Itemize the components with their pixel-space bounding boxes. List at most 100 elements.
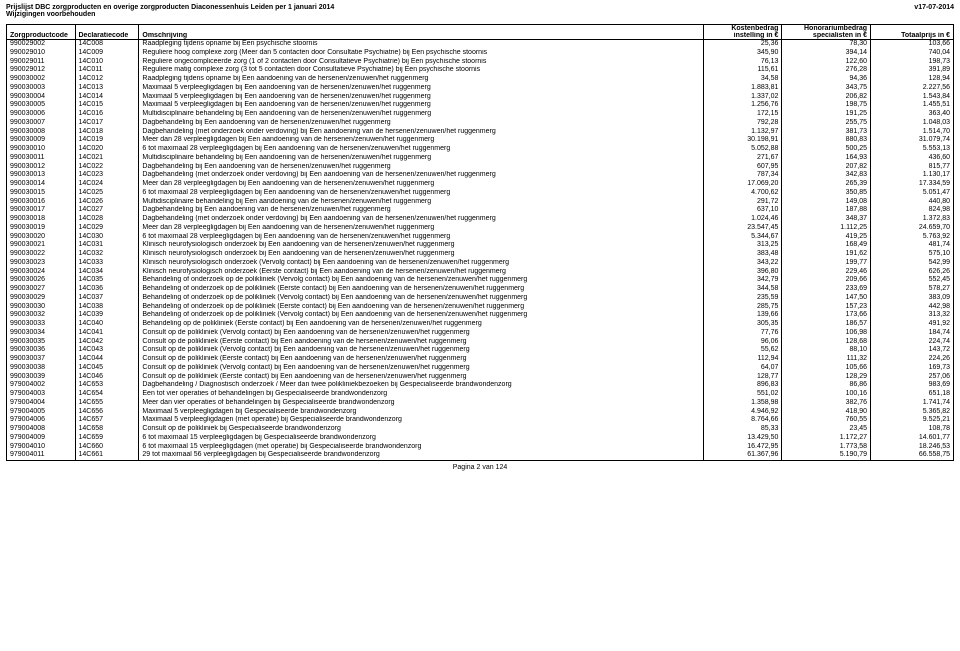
cell-totaalprijs: 1.741,74 — [871, 399, 953, 408]
cell-omschrijving: Maximaal 5 verpleegligdagen bij Gespecia… — [139, 408, 704, 417]
cell-declaratiecode: 14C658 — [75, 425, 139, 434]
cell-omschrijving: Multidisciplinaire behandeling bij Een a… — [139, 110, 704, 119]
cell-zorgproductcode: 990030027 — [7, 285, 75, 294]
cell-kostenbedrag: 16.472,95 — [704, 443, 782, 452]
table-row: 99003002914C037Behandeling of onderzoek … — [7, 294, 953, 303]
cell-zorgproductcode: 979004004 — [7, 399, 75, 408]
table-row: 97900400414C655Meer dan vier operaties o… — [7, 399, 953, 408]
cell-honorariumbedrag: 382,76 — [782, 399, 871, 408]
cell-declaratiecode: 14C659 — [75, 434, 139, 443]
cell-honorariumbedrag: 187,88 — [782, 206, 871, 215]
cell-declaratiecode: 14C025 — [75, 189, 139, 198]
cell-totaalprijs: 1.130,17 — [871, 171, 953, 180]
cell-omschrijving: Raadpleging tijdens opname bij Een aando… — [139, 75, 704, 84]
cell-omschrijving: Consult op de polikliniek (Vervolg conta… — [139, 346, 704, 355]
cell-omschrijving: 6 tot maximaal 28 verpleegligdagen bij E… — [139, 189, 704, 198]
cell-omschrijving: Raadpleging tijdens opname bij Een psych… — [139, 40, 704, 49]
cell-declaratiecode: 14C026 — [75, 198, 139, 207]
cell-zorgproductcode: 990030022 — [7, 250, 75, 259]
cell-honorariumbedrag: 199,77 — [782, 259, 871, 268]
cell-omschrijving: Maximaal 5 verpleegligdagen (met operati… — [139, 416, 704, 425]
cell-declaratiecode: 14C017 — [75, 119, 139, 128]
cell-declaratiecode: 14C035 — [75, 276, 139, 285]
cell-honorariumbedrag: 191,25 — [782, 110, 871, 119]
table-row: 97900400914C6596 tot maximaal 15 verplee… — [7, 434, 953, 443]
table-row: 99003001814C028Dagbehandeling (met onder… — [7, 215, 953, 224]
cell-honorariumbedrag: 209,66 — [782, 276, 871, 285]
cell-kostenbedrag: 792,28 — [704, 119, 782, 128]
cell-honorariumbedrag: 880,83 — [782, 136, 871, 145]
cell-totaalprijs: 313,32 — [871, 311, 953, 320]
cell-totaalprijs: 31.079,74 — [871, 136, 953, 145]
cell-zorgproductcode: 990030032 — [7, 311, 75, 320]
cell-omschrijving: 29 tot maximaal 56 verpleegligdagen bij … — [139, 451, 704, 460]
cell-kostenbedrag: 313,25 — [704, 241, 782, 250]
cell-honorariumbedrag: 5.190,79 — [782, 451, 871, 460]
cell-omschrijving: Dagbehandeling / Diagnostisch onderzoek … — [139, 381, 704, 390]
cell-kostenbedrag: 787,34 — [704, 171, 782, 180]
cell-zorgproductcode: 990029012 — [7, 66, 75, 75]
cell-honorariumbedrag: 760,55 — [782, 416, 871, 425]
col1-h2: Zorgproductcode — [7, 32, 75, 40]
cell-honorariumbedrag: 233,69 — [782, 285, 871, 294]
cell-kostenbedrag: 344,58 — [704, 285, 782, 294]
cell-totaalprijs: 103,66 — [871, 40, 953, 49]
table-row: 99003002614C035Behandeling of onderzoek … — [7, 276, 953, 285]
cell-zorgproductcode: 990030010 — [7, 145, 75, 154]
cell-declaratiecode: 14C024 — [75, 180, 139, 189]
table-row: 99003000814C018Dagbehandeling (met onder… — [7, 128, 953, 137]
cell-kostenbedrag: 30.198,91 — [704, 136, 782, 145]
cell-kostenbedrag: 4.700,62 — [704, 189, 782, 198]
cell-honorariumbedrag: 419,25 — [782, 233, 871, 242]
cell-totaalprijs: 436,60 — [871, 154, 953, 163]
cell-honorariumbedrag: 381,73 — [782, 128, 871, 137]
cell-totaalprijs: 1.372,83 — [871, 215, 953, 224]
cell-honorariumbedrag: 394,14 — [782, 49, 871, 58]
cell-totaalprijs: 2.227,56 — [871, 84, 953, 93]
cell-honorariumbedrag: 1.773,58 — [782, 443, 871, 452]
cell-declaratiecode: 14C036 — [75, 285, 139, 294]
table-row: 99003001114C021Multidisciplinaire behand… — [7, 154, 953, 163]
table-row: 99003002014C0306 tot maximaal 28 verplee… — [7, 233, 953, 242]
cell-omschrijving: Meer dan 28 verpleegligdagen bij Een aan… — [139, 136, 704, 145]
cell-kostenbedrag: 1.358,98 — [704, 399, 782, 408]
cell-zorgproductcode: 979004002 — [7, 381, 75, 390]
cell-kostenbedrag: 4.946,92 — [704, 408, 782, 417]
cell-zorgproductcode: 990030026 — [7, 276, 75, 285]
cell-kostenbedrag: 1.256,76 — [704, 101, 782, 110]
page-title: Prijslijst DBC zorgproducten en overige … — [6, 4, 334, 11]
cell-zorgproductcode: 979004005 — [7, 408, 75, 417]
col6-h1 — [871, 25, 953, 32]
cell-zorgproductcode: 990030011 — [7, 154, 75, 163]
cell-omschrijving: Behandeling of onderzoek op de poliklini… — [139, 285, 704, 294]
cell-declaratiecode: 14C028 — [75, 215, 139, 224]
cell-declaratiecode: 14C012 — [75, 75, 139, 84]
cell-zorgproductcode: 990030007 — [7, 119, 75, 128]
cell-honorariumbedrag: 350,85 — [782, 189, 871, 198]
cell-kostenbedrag: 1.883,81 — [704, 84, 782, 93]
table-row: 99003000214C012Raadpleging tijdens opnam… — [7, 75, 953, 84]
cell-totaalprijs: 143,72 — [871, 346, 953, 355]
cell-zorgproductcode: 979004009 — [7, 434, 75, 443]
cell-kostenbedrag: 5.344,67 — [704, 233, 782, 242]
cell-totaalprijs: 17.334,59 — [871, 180, 953, 189]
cell-declaratiecode: 14C033 — [75, 259, 139, 268]
cell-declaratiecode: 14C029 — [75, 224, 139, 233]
cell-declaratiecode: 14C655 — [75, 399, 139, 408]
cell-declaratiecode: 14C039 — [75, 311, 139, 320]
cell-totaalprijs: 128,94 — [871, 75, 953, 84]
cell-zorgproductcode: 990030024 — [7, 268, 75, 277]
cell-omschrijving: Behandeling of onderzoek op de poliklini… — [139, 294, 704, 303]
cell-declaratiecode: 14C045 — [75, 364, 139, 373]
cell-zorgproductcode: 990030006 — [7, 110, 75, 119]
cell-honorariumbedrag: 122,60 — [782, 58, 871, 67]
cell-declaratiecode: 14C010 — [75, 58, 139, 67]
cell-omschrijving: 6 tot maximaal 15 verpleegligdagen (met … — [139, 443, 704, 452]
cell-kostenbedrag: 396,80 — [704, 268, 782, 277]
cell-honorariumbedrag: 128,29 — [782, 373, 871, 382]
cell-omschrijving: Dagbehandeling (met onderzoek onder verd… — [139, 215, 704, 224]
cell-omschrijving: Behandeling of onderzoek op de poliklini… — [139, 303, 704, 312]
cell-kostenbedrag: 271,67 — [704, 154, 782, 163]
cell-declaratiecode: 14C011 — [75, 66, 139, 75]
cell-declaratiecode: 14C661 — [75, 451, 139, 460]
